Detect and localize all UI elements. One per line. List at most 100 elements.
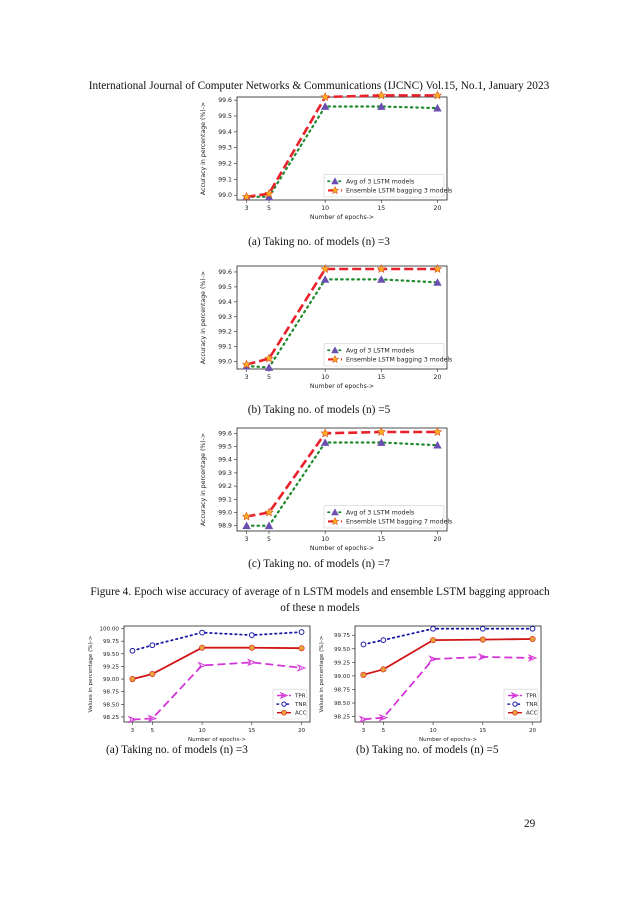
x-tick-label: 15: [479, 728, 487, 734]
x-tick-label: 15: [377, 205, 385, 212]
x-tick-label: 10: [199, 728, 207, 734]
metrics-chart-n3: 98.25 98.50 98.75 99.00 99.25 99.50 99.75 100.0…: [88, 625, 311, 743]
data-point-tpr: [378, 713, 389, 722]
data-point-tpr: [246, 658, 257, 667]
legend-box: [323, 343, 445, 367]
y-tick-label: 99.00: [103, 677, 119, 683]
y-tick-label: 99.2: [218, 329, 232, 336]
data-point-acc: [298, 645, 305, 652]
data-point-avg: [433, 278, 442, 286]
data-point-avg: [377, 102, 386, 110]
legend-label: ACC: [526, 711, 538, 717]
data-point-avg: [264, 363, 274, 371]
page-number: 29: [524, 818, 536, 830]
x-axis-label: Number of epochs->: [419, 737, 477, 743]
plot-frame: [123, 625, 311, 723]
y-tick-label: 99.5: [218, 443, 232, 450]
y-tick-label: 99.2: [218, 483, 232, 490]
data-point-acc: [479, 636, 486, 643]
legend-label: Avg of 3 LSTM models: [346, 347, 414, 354]
y-tick-label: 99.2: [218, 161, 232, 168]
series-line-tnr: [362, 627, 534, 646]
legend-marker-tnr: [281, 701, 287, 707]
y-tick-label: 99.75: [334, 633, 350, 639]
legend-marker-avg: [331, 177, 339, 185]
data-point-ensemble: [432, 427, 443, 437]
x-tick-label: 3: [245, 205, 249, 212]
data-point-tpr: [358, 715, 369, 724]
y-tick-label: 99.50: [103, 652, 119, 658]
subfigure-caption-b: (b) Taking no. of models (n) =5: [247, 404, 391, 416]
y-tick-label: 98.75: [103, 690, 119, 696]
legend-label: TNR: [525, 702, 538, 708]
y-tick-label: 99.25: [103, 664, 119, 670]
y-tick-label: 99.5: [218, 284, 232, 291]
data-point-acc: [529, 635, 536, 643]
data-point-ensemble: [241, 511, 252, 521]
data-point-acc: [149, 670, 156, 678]
plot-frame: [236, 427, 448, 532]
data-point-ensemble: [376, 264, 387, 274]
y-tick-label: 99.1: [218, 496, 232, 503]
accuracy-chart-n7: 98.9 99.0 99.1 99.2 99.3 99.4 99.5 99.6 3 5 10 15 20…: [200, 427, 452, 552]
y-tick-label: 99.1: [218, 176, 232, 183]
legend-label: TPR: [525, 693, 537, 699]
data-point-avg: [433, 440, 442, 449]
y-tick-label: 99.0: [218, 192, 232, 199]
data-point-ensemble: [241, 359, 252, 369]
data-point-ensemble: [376, 90, 387, 100]
y-tick-label: 99.25: [334, 660, 350, 666]
series-line-acc: [132, 646, 302, 680]
x-tick-label: 3: [362, 728, 366, 734]
legend-marker-tnr: [512, 701, 518, 707]
data-point-tnr: [298, 629, 305, 635]
legend-marker-ensemble: [330, 354, 340, 364]
series-line-ensemble: [246, 267, 438, 366]
y-tick-label: 98.25: [334, 715, 350, 721]
subfigure-caption-a: (a) Taking no. of models (n) =3: [248, 236, 390, 248]
plot-frame: [236, 265, 448, 370]
y-tick-label: 99.3: [218, 470, 232, 477]
subfigure-caption-metrics-a: (a) Taking no. of models (n) =3: [106, 744, 248, 756]
data-point-ensemble: [432, 90, 443, 100]
data-point-tnr: [430, 625, 436, 632]
data-point-ensemble: [320, 264, 330, 274]
y-tick-label: 99.6: [218, 269, 232, 276]
y-tick-label: 99.1: [218, 344, 232, 351]
legend-box: [323, 505, 445, 529]
x-axis-label: Number of epochs->: [310, 214, 374, 221]
x-tick-label: 5: [151, 728, 155, 734]
y-tick-label: 99.00: [334, 674, 350, 680]
y-tick-label: 99.50: [334, 647, 350, 653]
accuracy-chart-n3: 99.0 99.1 99.2 99.3 99.4 99.5 99.6 3 5 10 15 20 Numb…: [200, 90, 452, 221]
legend-marker-acc: [281, 709, 287, 716]
data-point-ensemble: [432, 264, 443, 274]
data-point-acc: [380, 666, 387, 673]
y-tick-label: 100.00: [99, 627, 119, 633]
y-tick-label: 98.75: [334, 687, 350, 693]
series-line-ensemble: [246, 430, 438, 518]
x-tick-label: 5: [382, 728, 386, 734]
x-tick-label: 20: [298, 728, 306, 734]
data-point-avg: [320, 275, 330, 283]
subfigure-caption-c: (c) Taking no. of models (n) =7: [248, 558, 390, 570]
y-tick-label: 98.25: [103, 715, 119, 721]
data-point-tpr: [527, 654, 538, 662]
data-point-ensemble: [320, 428, 330, 438]
data-point-tnr: [248, 632, 255, 638]
plot-frame: [354, 625, 542, 723]
x-tick-label: 10: [321, 536, 329, 543]
data-point-ensemble: [320, 92, 330, 102]
y-tick-label: 99.75: [103, 639, 119, 645]
x-axis-label: Number of epochs->: [310, 383, 374, 390]
accuracy-chart-n5: 99.0 99.1 99.2 99.3 99.4 99.5 99.6 3 5 10 15 20 Numb…: [200, 264, 452, 390]
data-point-tnr: [129, 647, 136, 654]
subfigure-caption-metrics-b: (b) Taking no. of models (n) =5: [356, 744, 499, 756]
metrics-chart-n5: 98.25 98.50 98.75 99.00 99.25 99.50 99.75 3 5 10 1…: [319, 625, 542, 743]
legend-marker-avg: [331, 508, 339, 516]
y-axis-label: Values in percentage (%)->: [319, 635, 325, 712]
data-point-avg: [242, 521, 251, 530]
data-point-tpr: [428, 655, 438, 663]
legend-label: Avg of 3 LSTM models: [346, 178, 414, 185]
data-point-avg: [433, 103, 442, 112]
